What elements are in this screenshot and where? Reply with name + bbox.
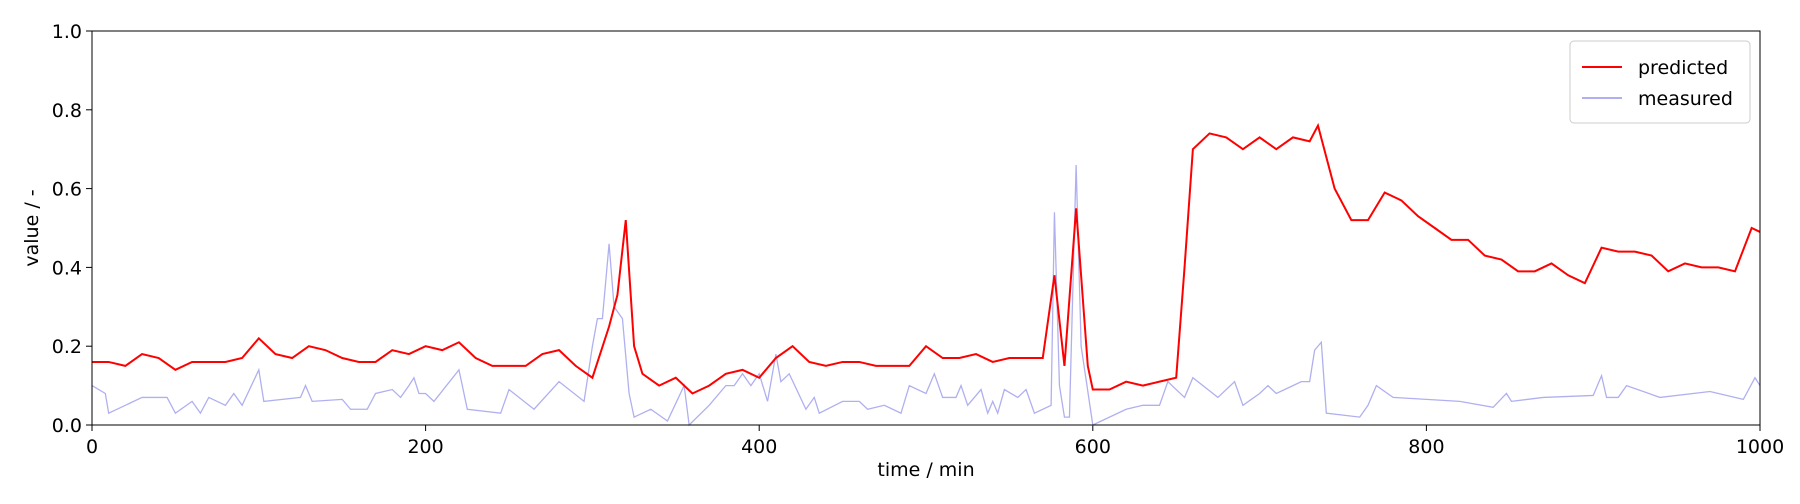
x-axis-label: time / min [877,459,974,481]
plot-frame [91,30,1761,426]
x-tick-label: 200 [407,436,443,458]
y-tick-label: 0.2 [52,336,82,358]
line-series [92,122,1761,395]
y-tick-label: 1.0 [52,21,82,43]
x-tick-label: 400 [741,436,777,458]
y-axis-label: value / - [21,189,43,266]
legend-box [1569,40,1751,124]
y-tick-label: 0.0 [52,415,82,437]
x-tick-label: 0 [86,436,98,458]
x-tick-label: 800 [1408,436,1444,458]
y-tick-label: 0.6 [52,179,82,201]
x-tick-label: 600 [1075,436,1111,458]
legend-label: measured [1638,88,1733,110]
y-tick-label: 0.4 [52,257,82,279]
y-tick-label: 0.8 [52,100,82,122]
line-series [91,164,1761,427]
x-tick-label: 1000 [1736,436,1784,458]
legend-label: predicted [1638,57,1728,79]
